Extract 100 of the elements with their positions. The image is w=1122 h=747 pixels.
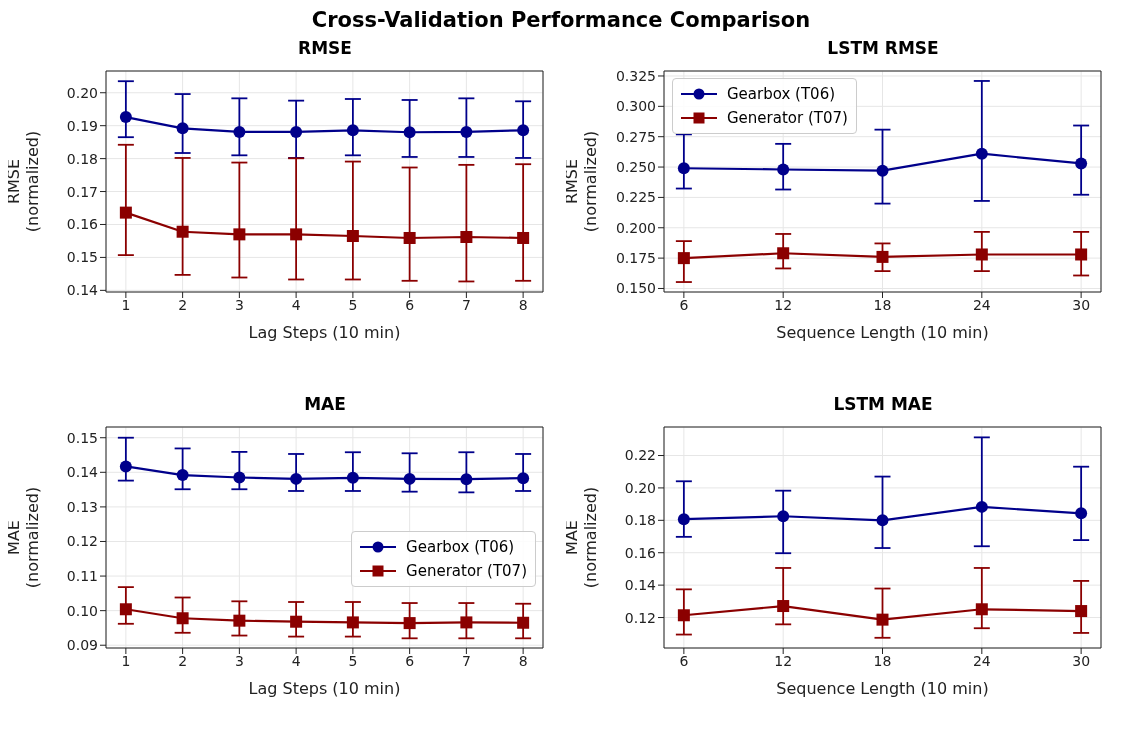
point	[346, 471, 359, 484]
point	[677, 609, 690, 622]
x-tick-label: 1	[121, 652, 131, 669]
y-tick-label: 0.150	[615, 280, 656, 297]
x-axis-title: Sequence Length (10 min)	[776, 323, 989, 342]
point	[403, 126, 416, 139]
point	[517, 231, 530, 244]
y-tick-label: 0.14	[66, 464, 99, 481]
x-tick-label: 3	[234, 652, 244, 669]
x-tick-label: 24	[972, 652, 991, 669]
point	[460, 125, 473, 138]
point	[517, 472, 530, 485]
point	[975, 500, 988, 513]
y-tick-label: 0.12	[624, 609, 656, 626]
y-tick-label: 0.250	[615, 159, 656, 176]
point	[1075, 605, 1088, 618]
chart-title: RMSE	[297, 38, 353, 60]
point	[460, 473, 473, 486]
x-tick-label: 7	[461, 652, 471, 669]
x-tick-label: 12	[774, 296, 793, 313]
x-tick-label: 4	[291, 652, 301, 669]
point	[290, 228, 303, 241]
x-tick-label: 12	[774, 652, 793, 669]
y-tick-label: 0.18	[66, 150, 98, 167]
y-tick-label: 0.175	[615, 250, 656, 267]
legend-label: Generator (T07)	[727, 109, 848, 127]
point	[975, 147, 988, 160]
y-tick-label: 0.11	[66, 568, 98, 585]
y-tick-label: 0.14	[66, 282, 99, 299]
point	[176, 122, 189, 135]
point	[346, 616, 359, 629]
point	[176, 225, 189, 238]
point	[346, 124, 359, 137]
y-tick-label: 0.200	[615, 219, 656, 236]
legend-label: Gearbox (T06)	[727, 85, 836, 103]
point	[1075, 507, 1088, 520]
chart-title: LSTM RMSE	[826, 38, 940, 60]
y-tick-label: 0.18	[624, 512, 656, 529]
x-tick-label: 18	[873, 652, 892, 669]
chart-title: MAE	[303, 394, 347, 416]
y-axis-title: MAE (normalized)	[4, 486, 42, 589]
y-tick-label: 0.20	[624, 479, 656, 496]
y-tick-label: 0.10	[66, 602, 98, 619]
x-tick-label: 8	[518, 652, 528, 669]
y-tick-label: 0.16	[624, 544, 657, 561]
point	[460, 616, 473, 629]
y-tick-label: 0.325	[615, 67, 656, 84]
y-tick-label: 0.13	[66, 498, 98, 515]
point	[403, 617, 416, 630]
point	[677, 513, 690, 526]
point	[876, 250, 889, 263]
chart-title: LSTM MAE	[832, 394, 934, 416]
x-tick-label: 5	[348, 296, 358, 313]
point	[290, 125, 303, 138]
x-tick-label: 2	[178, 652, 188, 669]
y-tick-label: 0.16	[66, 216, 99, 233]
point	[233, 125, 246, 138]
y-tick-label: 0.22	[624, 447, 656, 464]
x-tick-label: 7	[461, 296, 471, 313]
y-tick-label: 0.15	[66, 249, 98, 266]
x-tick-label: 30	[1072, 652, 1091, 669]
point	[777, 247, 790, 260]
point	[233, 471, 246, 484]
point	[290, 472, 303, 485]
point	[233, 614, 246, 627]
point	[460, 231, 473, 243]
y-tick-label: 0.300	[615, 98, 656, 115]
y-tick-label: 0.20	[66, 84, 98, 101]
point	[119, 460, 132, 473]
point	[119, 603, 132, 616]
x-axis-title: Lag Steps (10 min)	[248, 679, 401, 698]
point	[346, 230, 359, 243]
point	[1075, 157, 1088, 170]
point	[777, 600, 790, 613]
point	[176, 612, 189, 625]
point	[975, 603, 988, 616]
x-tick-label: 2	[178, 296, 188, 313]
point	[233, 228, 246, 241]
point	[403, 472, 416, 485]
legend-label: Generator (T07)	[406, 562, 527, 580]
x-tick-label: 1	[121, 296, 131, 313]
point	[119, 111, 132, 124]
x-tick-label: 3	[234, 296, 244, 313]
x-tick-label: 6	[405, 652, 415, 669]
point	[677, 162, 690, 175]
x-tick-label: 6	[679, 296, 689, 313]
y-tick-label: 0.275	[615, 128, 656, 145]
point	[777, 163, 790, 176]
point	[677, 252, 690, 265]
text: Cross-Validation Performance Comparison	[310, 8, 812, 34]
y-axis-title: MAE (normalized)	[562, 486, 600, 589]
point	[517, 124, 530, 137]
y-tick-label: 0.15	[66, 429, 98, 446]
x-tick-label: 8	[518, 296, 528, 313]
x-axis-title: Sequence Length (10 min)	[776, 679, 989, 698]
y-tick-label: 0.12	[66, 533, 98, 550]
x-axis-title: Lag Steps (10 min)	[248, 323, 401, 342]
point	[777, 510, 790, 523]
point	[119, 206, 132, 219]
point	[290, 615, 303, 628]
